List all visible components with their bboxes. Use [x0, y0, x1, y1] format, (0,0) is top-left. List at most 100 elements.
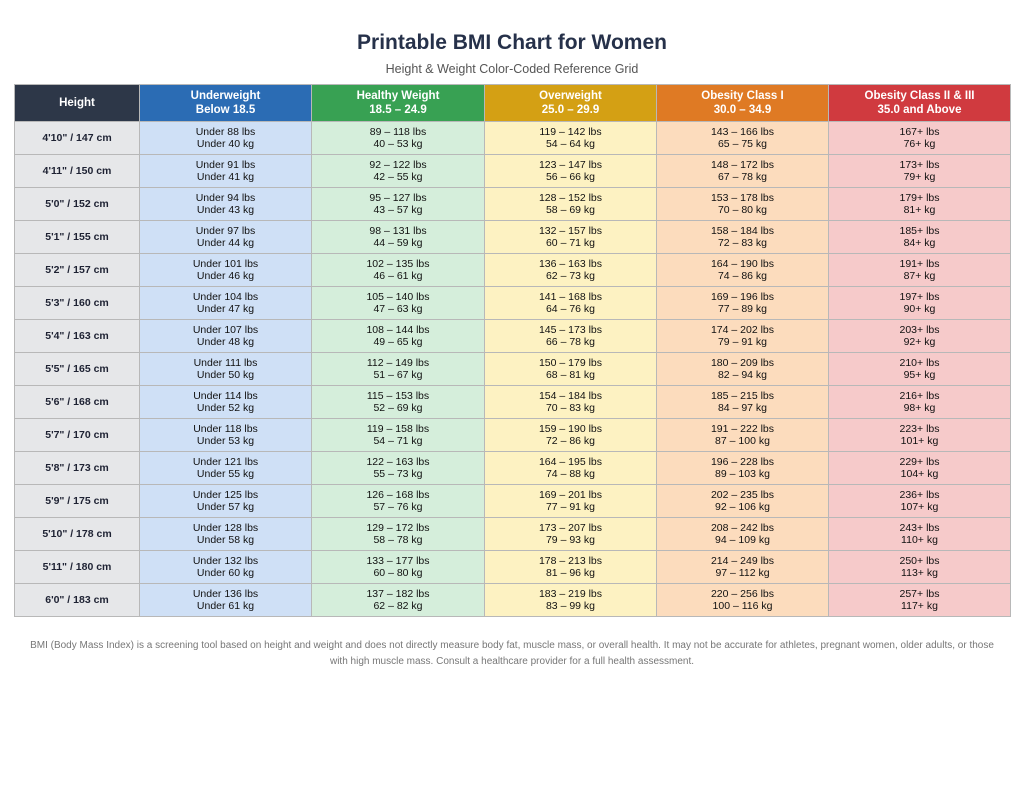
weight-kg: 58 – 69 kg — [545, 204, 596, 216]
weight-lbs: 210+ lbs — [899, 357, 940, 369]
weight-kg: Under 41 kg — [196, 171, 255, 183]
weight-cell: 154 – 184 lbs 70 – 83 kg — [484, 385, 657, 419]
weight-kg: 74 – 88 kg — [545, 468, 596, 480]
weight-cell: Under 94 lbs Under 43 kg — [139, 187, 312, 221]
weight-lbs: 183 – 219 lbs — [538, 588, 603, 600]
column-header-range: Below 18.5 — [195, 104, 256, 116]
weight-kg: 60 – 71 kg — [545, 237, 596, 249]
weight-kg: 46 – 61 kg — [373, 270, 423, 282]
height-cell: 5'10" / 178 cm — [14, 517, 140, 551]
table-row: 5'11" / 180 cm Under 132 lbs Under 60 kg 13… — [14, 550, 1011, 584]
weight-cell: 112 – 149 lbs 51 – 67 kg — [311, 352, 485, 386]
weight-cell: 105 – 140 lbs 47 – 63 kg — [311, 286, 485, 320]
weight-lbs: 132 – 157 lbs — [538, 225, 603, 237]
weight-lbs: Under 94 lbs — [195, 192, 256, 204]
weight-kg: 79 – 91 kg — [717, 336, 768, 348]
weight-lbs: 180 – 209 lbs — [710, 357, 775, 369]
weight-kg: 84 – 97 kg — [717, 402, 768, 414]
weight-cell: Under 91 lbs Under 41 kg — [139, 154, 312, 188]
weight-kg: 49 – 65 kg — [373, 336, 423, 348]
weight-kg: Under 40 kg — [196, 138, 255, 150]
page-title: Printable BMI Chart for Women — [357, 31, 667, 54]
weight-kg: 60 – 80 kg — [373, 567, 423, 579]
weight-cell: 136 – 163 lbs 62 – 73 kg — [484, 253, 657, 287]
weight-kg: 87 – 100 kg — [715, 435, 770, 447]
weight-cell: 150 – 179 lbs 68 – 81 kg — [484, 352, 657, 386]
weight-cell: 137 – 182 lbs 62 – 82 kg — [311, 583, 485, 617]
weight-kg: 62 – 73 kg — [545, 270, 596, 282]
weight-kg: 92+ kg — [903, 336, 936, 348]
weight-lbs: 108 – 144 lbs — [366, 324, 430, 336]
weight-cell: 108 – 144 lbs 49 – 65 kg — [311, 319, 485, 353]
weight-cell: 119 – 142 lbs 54 – 64 kg — [484, 121, 657, 155]
weight-lbs: 196 – 228 lbs — [710, 456, 775, 468]
weight-cell: 102 – 135 lbs 46 – 61 kg — [311, 253, 485, 287]
weight-kg: 56 – 66 kg — [545, 171, 596, 183]
weight-lbs: 122 – 163 lbs — [366, 456, 430, 468]
height-cell: 5'11" / 180 cm — [14, 550, 140, 584]
weight-lbs: 202 – 235 lbs — [710, 489, 775, 501]
weight-lbs: 164 – 195 lbs — [538, 456, 603, 468]
table-row: 5'10" / 178 cm Under 128 lbs Under 58 kg 12… — [14, 517, 1011, 551]
weight-kg: 43 – 57 kg — [373, 204, 423, 216]
height-cell: 5'4" / 163 cm — [14, 319, 140, 353]
column-header-label: Obesity Class I — [701, 90, 784, 102]
weight-lbs: 129 – 172 lbs — [366, 522, 430, 534]
weight-lbs: 145 – 173 lbs — [538, 324, 603, 336]
weight-cell: 119 – 158 lbs 54 – 71 kg — [311, 418, 485, 452]
weight-kg: 90+ kg — [903, 303, 936, 315]
weight-lbs: 220 – 256 lbs — [710, 588, 775, 600]
weight-kg: 101+ kg — [900, 435, 939, 447]
weight-lbs: 95 – 127 lbs — [369, 192, 427, 204]
weight-lbs: 191+ lbs — [899, 258, 940, 270]
weight-cell: 250+ lbs 113+ kg — [828, 550, 1011, 584]
weight-lbs: 179+ lbs — [899, 192, 940, 204]
table-row: 5'2" / 157 cm Under 101 lbs Under 46 kg 102… — [14, 253, 1011, 287]
weight-lbs: Under 128 lbs — [192, 522, 259, 534]
column-header-height: Height — [14, 84, 140, 122]
table-row: 5'0" / 152 cm Under 94 lbs Under 43 kg 95 –… — [14, 187, 1011, 221]
weight-kg: Under 60 kg — [196, 567, 255, 579]
weight-kg: Under 52 kg — [196, 402, 255, 414]
weight-lbs: 148 – 172 lbs — [710, 159, 775, 171]
weight-lbs: 164 – 190 lbs — [710, 258, 775, 270]
weight-cell: 185+ lbs 84+ kg — [828, 220, 1011, 254]
weight-kg: 54 – 71 kg — [373, 435, 423, 447]
weight-kg: 113+ kg — [901, 567, 938, 579]
weight-kg: 77 – 89 kg — [717, 303, 768, 315]
table-row: 4'10" / 147 cm Under 88 lbs Under 40 kg 89 … — [14, 121, 1011, 155]
weight-kg: 55 – 73 kg — [373, 468, 423, 480]
weight-cell: 169 – 196 lbs 77 – 89 kg — [656, 286, 829, 320]
weight-lbs: 150 – 179 lbs — [538, 357, 603, 369]
weight-cell: 202 – 235 lbs 92 – 106 kg — [656, 484, 829, 518]
weight-kg: 104+ kg — [900, 468, 939, 480]
table-row: 6'0" / 183 cm Under 136 lbs Under 61 kg 137… — [14, 583, 1011, 617]
weight-lbs: 257+ lbs — [899, 588, 940, 600]
weight-cell: 145 – 173 lbs 66 – 78 kg — [484, 319, 657, 353]
column-header-obesity-class-2-3: Obesity Class II & III 35.0 and Above — [828, 84, 1011, 122]
weight-cell: 89 – 118 lbs 40 – 53 kg — [311, 121, 485, 155]
weight-cell: 132 – 157 lbs 60 – 71 kg — [484, 220, 657, 254]
weight-cell: 178 – 213 lbs 81 – 96 kg — [484, 550, 657, 584]
weight-lbs: 236+ lbs — [899, 489, 940, 501]
weight-cell: 158 – 184 lbs 72 – 83 kg — [656, 220, 829, 254]
weight-lbs: 115 – 153 lbs — [366, 390, 430, 402]
weight-cell: 191+ lbs 87+ kg — [828, 253, 1011, 287]
weight-cell: 173+ lbs 79+ kg — [828, 154, 1011, 188]
weight-kg: 65 – 75 kg — [717, 138, 768, 150]
table-row: 5'7" / 170 cm Under 118 lbs Under 53 kg 119… — [14, 418, 1011, 452]
weight-kg: 72 – 83 kg — [717, 237, 768, 249]
height-cell: 5'6" / 168 cm — [14, 385, 140, 419]
weight-cell: 173 – 207 lbs 79 – 93 kg — [484, 517, 657, 551]
header-row: Height Underweight Below 18.5 Healthy We… — [14, 84, 1011, 122]
weight-lbs: Under 125 lbs — [192, 489, 259, 501]
weight-kg: 87+ kg — [903, 270, 936, 282]
weight-kg: 79+ kg — [903, 171, 936, 183]
weight-kg: Under 48 kg — [196, 336, 255, 348]
height-cell: 6'0" / 183 cm — [14, 583, 140, 617]
weight-kg: 92 – 106 kg — [715, 501, 770, 513]
weight-kg: Under 55 kg — [196, 468, 255, 480]
weight-cell: 210+ lbs 95+ kg — [828, 352, 1011, 386]
height-cell: 5'1" / 155 cm — [14, 220, 140, 254]
weight-cell: 174 – 202 lbs 79 – 91 kg — [656, 319, 829, 353]
